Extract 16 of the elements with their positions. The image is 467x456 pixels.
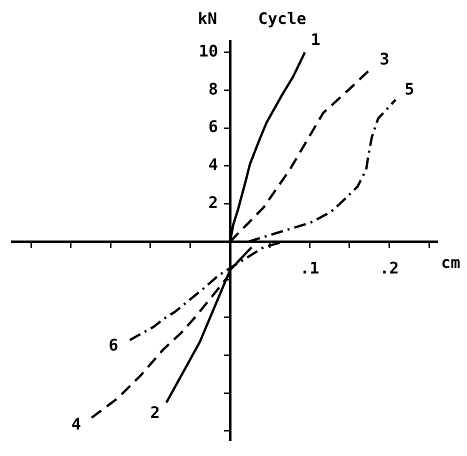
y-tick-label: 4 <box>208 155 218 174</box>
x-axis-title: cm <box>441 252 461 272</box>
series-label: 5 <box>404 79 414 98</box>
text: Cycle <box>258 9 306 28</box>
series-label: 3 <box>380 50 390 69</box>
x-tick-label: .1 <box>300 258 320 278</box>
series-label: 4 <box>71 414 81 434</box>
y-tick-label: 2 <box>208 192 218 212</box>
y-axis-title: kN <box>198 9 218 28</box>
y-tick-label: 8 <box>208 79 218 98</box>
series-label: 1 <box>310 30 320 49</box>
series-label: 2 <box>150 403 160 422</box>
series-label: 6 <box>108 336 118 355</box>
y-tick-label: 10 <box>198 42 218 61</box>
x-tick-label: .2 <box>380 258 399 278</box>
y-tick-label: 6 <box>208 117 218 136</box>
